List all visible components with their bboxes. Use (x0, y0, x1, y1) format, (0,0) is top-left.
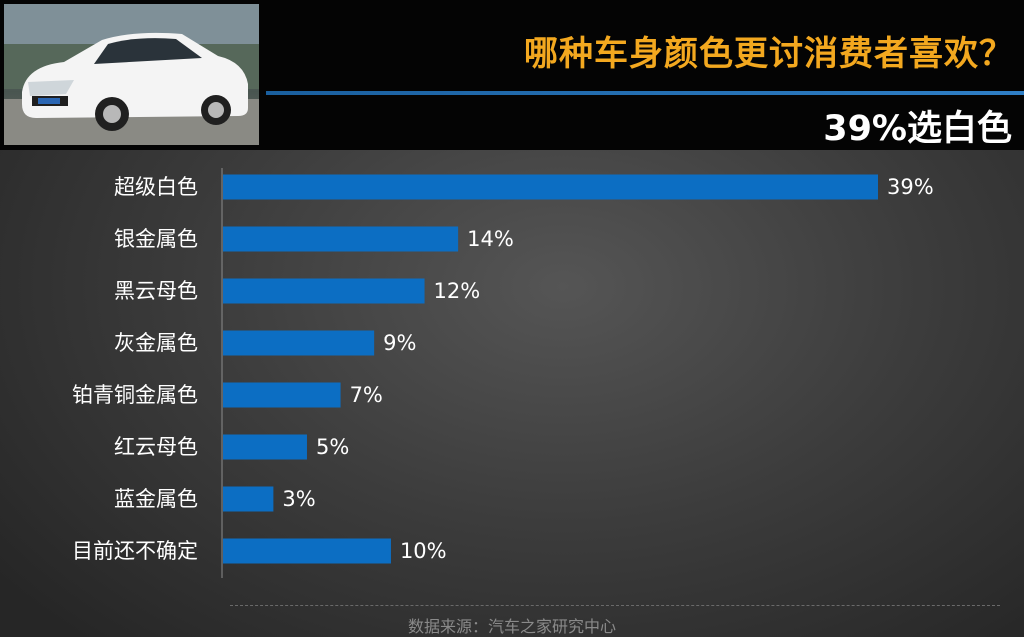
page-title: 哪种车身颜色更讨消费者喜欢？ (524, 34, 1014, 74)
bar (223, 278, 425, 304)
source-note: 数据来源：汽车之家研究中心 (407, 617, 616, 636)
value-label: 9% (383, 331, 416, 355)
value-label: 14% (467, 227, 514, 251)
bar (223, 226, 459, 252)
value-label: 3% (282, 487, 315, 511)
category-label: 蓝金属色 (114, 487, 198, 511)
footer-divider (230, 605, 1000, 606)
car-headlight (28, 80, 74, 96)
rear-rim (208, 102, 224, 118)
bar-chart: 超级白色 39% 银金属色 14% 黑云母色 12% 灰金属色 9% 铂青铜金属色 7% 红云母色 5… (72, 168, 934, 578)
car-plate (38, 98, 60, 104)
category-label: 超级白色 (114, 175, 198, 199)
bar (223, 382, 341, 408)
bar (223, 330, 375, 356)
bar (223, 538, 391, 564)
category-label: 目前还不确定 (72, 539, 198, 563)
value-label: 12% (434, 279, 481, 303)
category-label: 红云母色 (114, 435, 198, 459)
car-windows (94, 38, 202, 64)
header-panel: 哪种车身颜色更讨消费者喜欢？ 39%选白色 (0, 0, 1024, 150)
value-label: 5% (316, 435, 349, 459)
category-label: 灰金属色 (114, 331, 198, 355)
page-subtitle: 39%选白色 (823, 109, 1012, 149)
category-label: 黑云母色 (114, 279, 198, 303)
value-label: 10% (400, 539, 447, 563)
title-underline (266, 91, 1024, 95)
bar (223, 486, 274, 512)
car-photo (4, 4, 259, 145)
bar (223, 434, 307, 460)
car-illustration (4, 4, 259, 145)
value-label: 7% (350, 383, 383, 407)
front-rim (103, 105, 121, 123)
bar-series: 超级白色 39% 银金属色 14% 黑云母色 12% 灰金属色 9% 铂青铜金属色 7% 红云母色 5… (72, 174, 934, 564)
bar (223, 174, 878, 200)
category-label: 铂青铜金属色 (72, 383, 198, 407)
category-label: 银金属色 (114, 227, 198, 251)
value-label: 39% (887, 175, 934, 199)
